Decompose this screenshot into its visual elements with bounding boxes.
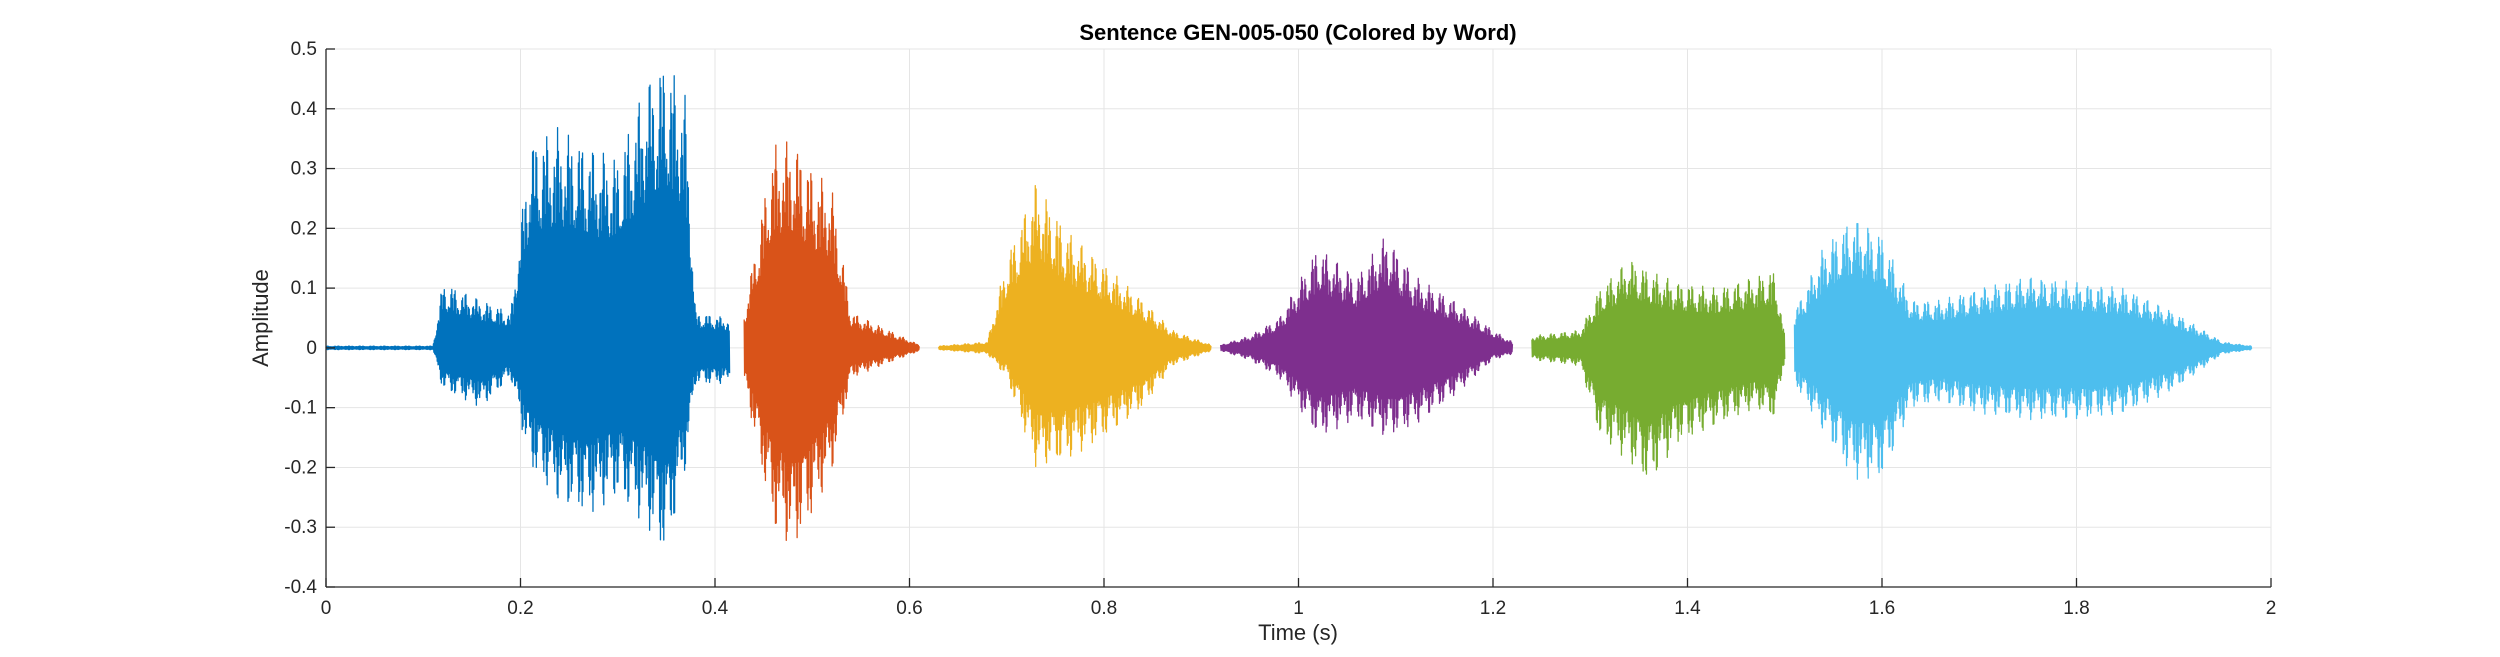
y-axis-label: Amplitude [248, 269, 273, 367]
y-tick-label: 0.1 [291, 278, 317, 299]
y-tick-label: -0.1 [284, 398, 317, 419]
x-tick-label: 0.6 [896, 598, 922, 619]
y-tick-label: 0.4 [291, 99, 318, 120]
waveform-word-1 [325, 75, 731, 541]
chart-title: Sentence GEN-005-050 (Colored by Word) [1079, 20, 1516, 45]
y-tick-label: 0.2 [291, 218, 317, 239]
x-tick-label: 1.4 [1674, 598, 1701, 619]
waveform-word-4 [1220, 238, 1514, 435]
x-tick-label: 2 [2266, 598, 2277, 619]
axes [325, 48, 2272, 588]
waveform-word-2 [743, 141, 920, 541]
x-tick-label: 1 [1293, 598, 1304, 619]
x-tick-label: 1.6 [1869, 598, 1895, 619]
x-tick-label: 0.8 [1091, 598, 1117, 619]
x-tick-label: 0 [321, 598, 332, 619]
x-tick-label: 0.4 [702, 598, 729, 619]
series-layer [325, 75, 2253, 541]
tick-labels: 0 0.2 0.4 0.6 0.8 1 1.2 1.4 1.6 1.8 2 -0.4 -0.3 -0.2 -… [284, 39, 2276, 619]
x-tick-label: 1.8 [2063, 598, 2089, 619]
waveform-word-6 [1793, 222, 2253, 480]
x-axis-label: Time (s) [1258, 620, 1338, 645]
y-tick-label: -0.2 [284, 457, 317, 478]
waveform-word-5 [1531, 261, 1786, 475]
y-tick-label: 0.3 [291, 159, 317, 180]
y-tick-label: 0.5 [291, 39, 317, 60]
y-tick-label: -0.3 [284, 517, 317, 538]
y-tick-label: 0 [306, 338, 317, 359]
y-tick-label: -0.4 [284, 577, 317, 598]
x-tick-label: 0.2 [507, 598, 533, 619]
x-tick-label: 1.2 [1480, 598, 1506, 619]
waveform-word-3 [938, 184, 1212, 468]
